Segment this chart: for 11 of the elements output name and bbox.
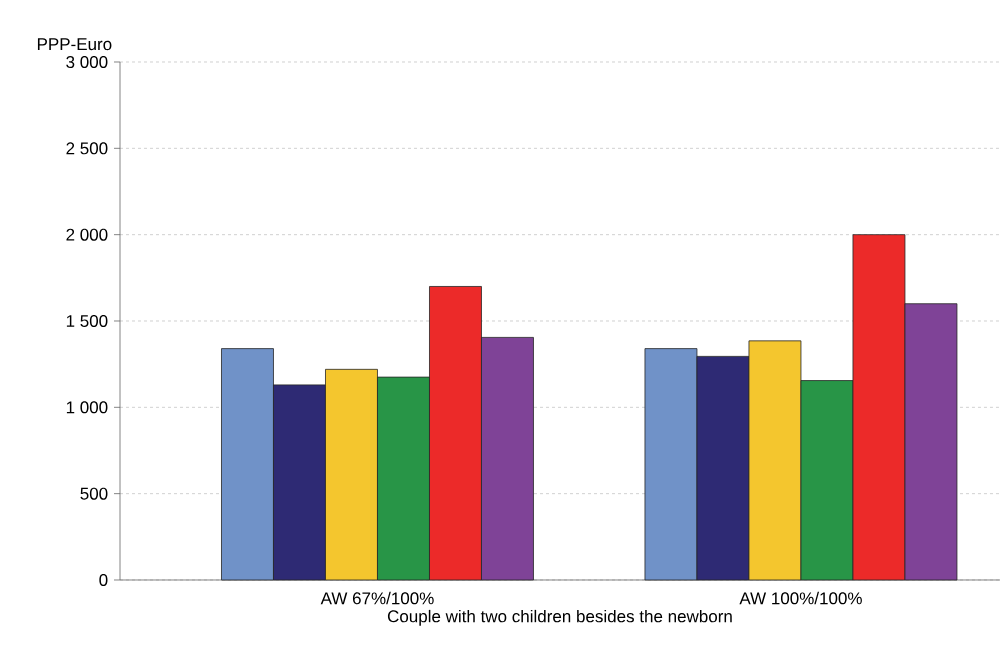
x-axis-title: Couple with two children besides the newborn bbox=[387, 609, 732, 626]
y-tick-label: 3 000 bbox=[66, 55, 108, 69]
y-tick-label: 1 000 bbox=[66, 401, 108, 414]
y-tick-label: 2 000 bbox=[66, 228, 108, 241]
x-tick-label: AW 67%/100% bbox=[320, 591, 434, 605]
y-axis-title: PPP-Euro bbox=[37, 38, 112, 51]
x-tick-label: AW 100%/100% bbox=[739, 591, 862, 605]
y-tick-label: 0 bbox=[99, 573, 108, 587]
y-tick-label: 500 bbox=[80, 487, 108, 500]
y-tick-label: 1 500 bbox=[66, 314, 108, 328]
y-tick-label: 2 500 bbox=[66, 142, 108, 155]
